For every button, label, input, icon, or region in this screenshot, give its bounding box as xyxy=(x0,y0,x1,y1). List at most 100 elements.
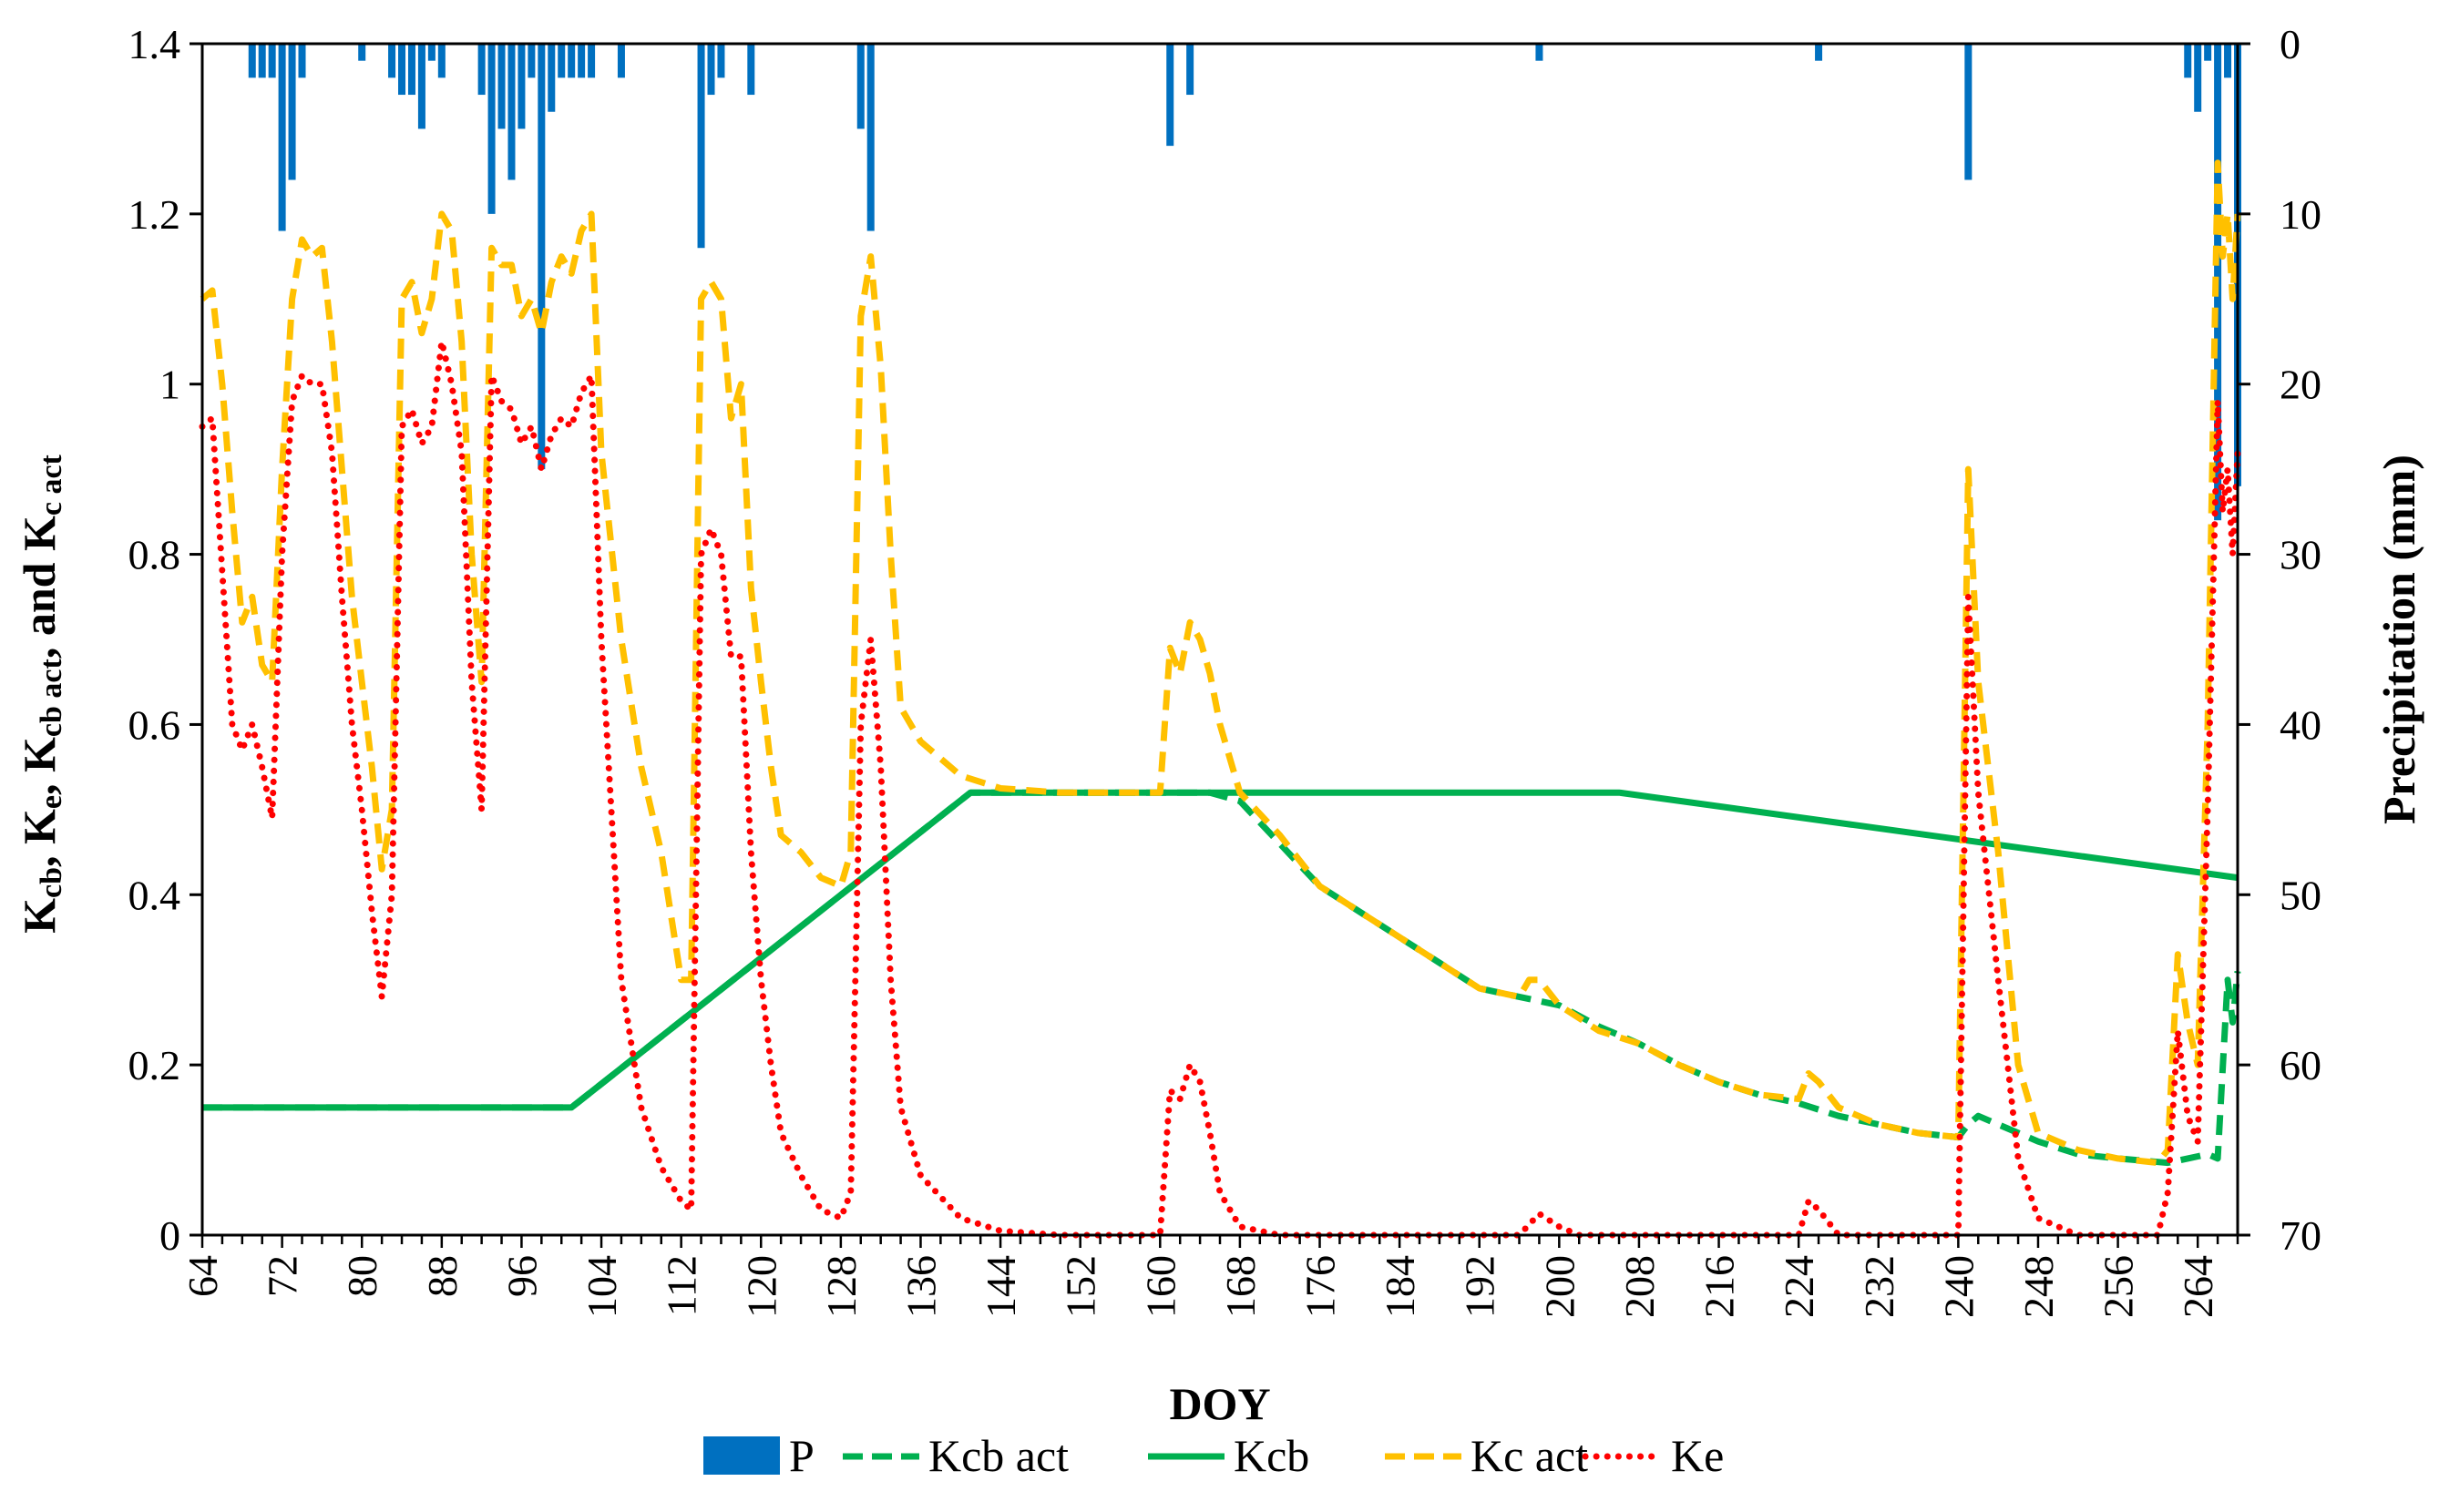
y-right-tick-label: 60 xyxy=(2280,1042,2321,1088)
x-tick-label: 96 xyxy=(498,1255,545,1297)
axes: 0 0.2 0.4 0.6 0.8 1 1.2 1.4 0 10 20 30 40 50 60 70 64 72 8… xyxy=(14,21,2424,1429)
precipitation-bar xyxy=(507,44,516,180)
precipitation-bar xyxy=(617,44,625,78)
y-right-tick-label: 30 xyxy=(2280,532,2321,578)
precipitation-bar xyxy=(487,44,496,214)
x-tick-label: 104 xyxy=(579,1255,625,1318)
precipitation-bar xyxy=(417,44,425,129)
y-left-tick-label: 0 xyxy=(159,1212,180,1259)
precipitation-bar xyxy=(1964,44,1973,180)
y-left-tick-label: 0.8 xyxy=(128,532,181,578)
precipitation-bar xyxy=(2204,44,2212,61)
series-lines xyxy=(199,159,2241,1239)
legend-label-P: P xyxy=(789,1430,815,1481)
y-left-tick-label: 1.4 xyxy=(128,21,181,67)
y-left-tick-label: 1.2 xyxy=(128,191,181,238)
y-right-tick-label: 10 xyxy=(2280,191,2321,238)
precipitation-bar xyxy=(866,44,875,231)
y-left-axis-title-part: , K xyxy=(14,737,65,795)
precipitation-bar xyxy=(538,44,546,470)
y-left-tick-label: 0.6 xyxy=(128,701,181,748)
x-tick-label: 192 xyxy=(1457,1255,1503,1318)
x-tick-label: 88 xyxy=(419,1255,466,1297)
precipitation-bar xyxy=(298,44,306,78)
legend-label-ke: Ke xyxy=(1671,1430,1724,1481)
y-right-tick-label: 40 xyxy=(2280,701,2321,748)
precipitation-bar xyxy=(248,44,256,78)
x-tick-label: 112 xyxy=(659,1255,705,1316)
precipitation-bar xyxy=(548,44,556,112)
precipitation-bar xyxy=(717,44,725,78)
precipitation-bar xyxy=(258,44,266,78)
precipitation-bar xyxy=(528,44,536,78)
y-right-tick-label: 0 xyxy=(2280,21,2301,67)
x-tick-label: 72 xyxy=(260,1255,306,1297)
y-left-tick-label: 0.4 xyxy=(128,872,181,918)
precipitation-bar xyxy=(697,44,705,249)
y-left-axis-title-part: K xyxy=(14,898,65,934)
x-tick-label: 64 xyxy=(179,1255,226,1297)
x-tick-label: 128 xyxy=(818,1255,865,1318)
y-right-tick-label: 50 xyxy=(2280,872,2321,918)
kcb-line xyxy=(202,789,2239,1111)
precipitation-bar xyxy=(288,44,296,180)
precipitation-bar xyxy=(427,44,436,61)
precipitation-bar xyxy=(588,44,596,78)
precipitation-bar xyxy=(2194,44,2202,112)
x-tick-label: 176 xyxy=(1297,1255,1344,1318)
precipitation-bar xyxy=(2224,44,2232,78)
precipitation-bar xyxy=(398,44,406,96)
x-tick-label: 200 xyxy=(1536,1255,1583,1318)
precipitation-bar xyxy=(388,44,396,78)
y-left-axis-title-part: , and K xyxy=(14,516,65,659)
precipitation-bar xyxy=(568,44,576,78)
legend: P Kcb act Kcb Kc act Ke xyxy=(703,1430,1724,1481)
y-right-tick-label: 20 xyxy=(2280,362,2321,408)
x-tick-label: 240 xyxy=(1935,1255,1982,1318)
x-tick-label: 264 xyxy=(2175,1255,2221,1318)
x-tick-label: 232 xyxy=(1856,1255,1902,1318)
precipitation-bar xyxy=(2184,44,2192,78)
x-axis-title: DOY xyxy=(1169,1378,1270,1429)
y-left-axis-title-part: cb xyxy=(35,867,68,898)
precipitation-bar xyxy=(1166,44,1174,147)
precipitation-bar xyxy=(268,44,276,78)
precipitation-bar xyxy=(578,44,586,78)
legend-swatch-P xyxy=(703,1436,780,1475)
y-left-tick-label: 0.2 xyxy=(128,1042,181,1088)
precipitation-bar xyxy=(747,44,755,96)
ke-line xyxy=(199,338,2241,1239)
x-tick-label: 144 xyxy=(978,1255,1024,1318)
precipitation-bar xyxy=(1535,44,1543,61)
y-left-axis-title-part: c act xyxy=(35,454,68,516)
precipitation-bar xyxy=(358,44,366,61)
precipitation-bar xyxy=(518,44,526,129)
x-tick-label: 80 xyxy=(339,1255,385,1297)
precipitation-bar xyxy=(497,44,506,129)
x-tick-label: 256 xyxy=(2096,1255,2142,1318)
precipitation-bar xyxy=(437,44,446,78)
legend-label-kcb: Kcb xyxy=(1234,1430,1309,1481)
x-tick-label: 216 xyxy=(1696,1255,1743,1318)
x-tick-label: 208 xyxy=(1616,1255,1663,1318)
legend-label-kc_act: Kc act xyxy=(1471,1430,1588,1481)
x-tick-label: 184 xyxy=(1377,1255,1423,1318)
x-tick-label: 152 xyxy=(1058,1255,1104,1318)
x-tick-label: 160 xyxy=(1137,1255,1184,1318)
x-tick-label: 224 xyxy=(1776,1255,1822,1318)
x-tick-label: 120 xyxy=(738,1255,784,1318)
y-left-axis-title-part: e xyxy=(35,795,68,809)
x-tick-label: 168 xyxy=(1217,1255,1264,1318)
x-tick-label: 248 xyxy=(2015,1255,2062,1318)
precipitation-bar xyxy=(1815,44,1823,61)
precipitation-bar xyxy=(278,44,286,231)
y-right-axis-title: Precipitation (mm) xyxy=(2373,455,2424,824)
y-left-axis-title-part: , K xyxy=(14,809,65,867)
kc-act-line xyxy=(200,159,2241,1167)
y-right-tick-label: 70 xyxy=(2280,1212,2321,1259)
precipitation-bar xyxy=(558,44,566,78)
y-left-tick-label: 1 xyxy=(159,362,180,408)
precipitation-bar xyxy=(856,44,865,129)
